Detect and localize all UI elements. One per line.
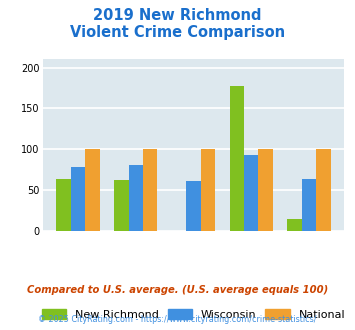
Bar xyxy=(85,149,100,231)
Bar xyxy=(71,167,85,231)
Bar xyxy=(56,179,71,231)
Bar xyxy=(129,165,143,231)
Text: Violent Crime Comparison: Violent Crime Comparison xyxy=(70,25,285,40)
Bar xyxy=(302,179,316,231)
Bar xyxy=(201,149,215,231)
Bar xyxy=(143,149,157,231)
Bar xyxy=(186,181,201,231)
Bar xyxy=(287,219,302,231)
Bar xyxy=(230,85,244,231)
Text: © 2025 CityRating.com - https://www.cityrating.com/crime-statistics/: © 2025 CityRating.com - https://www.city… xyxy=(38,315,317,324)
Bar xyxy=(258,149,273,231)
Bar xyxy=(114,180,129,231)
Text: 2019 New Richmond: 2019 New Richmond xyxy=(93,8,262,23)
Legend: New Richmond, Wisconsin, National: New Richmond, Wisconsin, National xyxy=(42,309,345,320)
Bar xyxy=(316,149,331,231)
Text: Compared to U.S. average. (U.S. average equals 100): Compared to U.S. average. (U.S. average … xyxy=(27,285,328,295)
Bar xyxy=(244,155,258,231)
